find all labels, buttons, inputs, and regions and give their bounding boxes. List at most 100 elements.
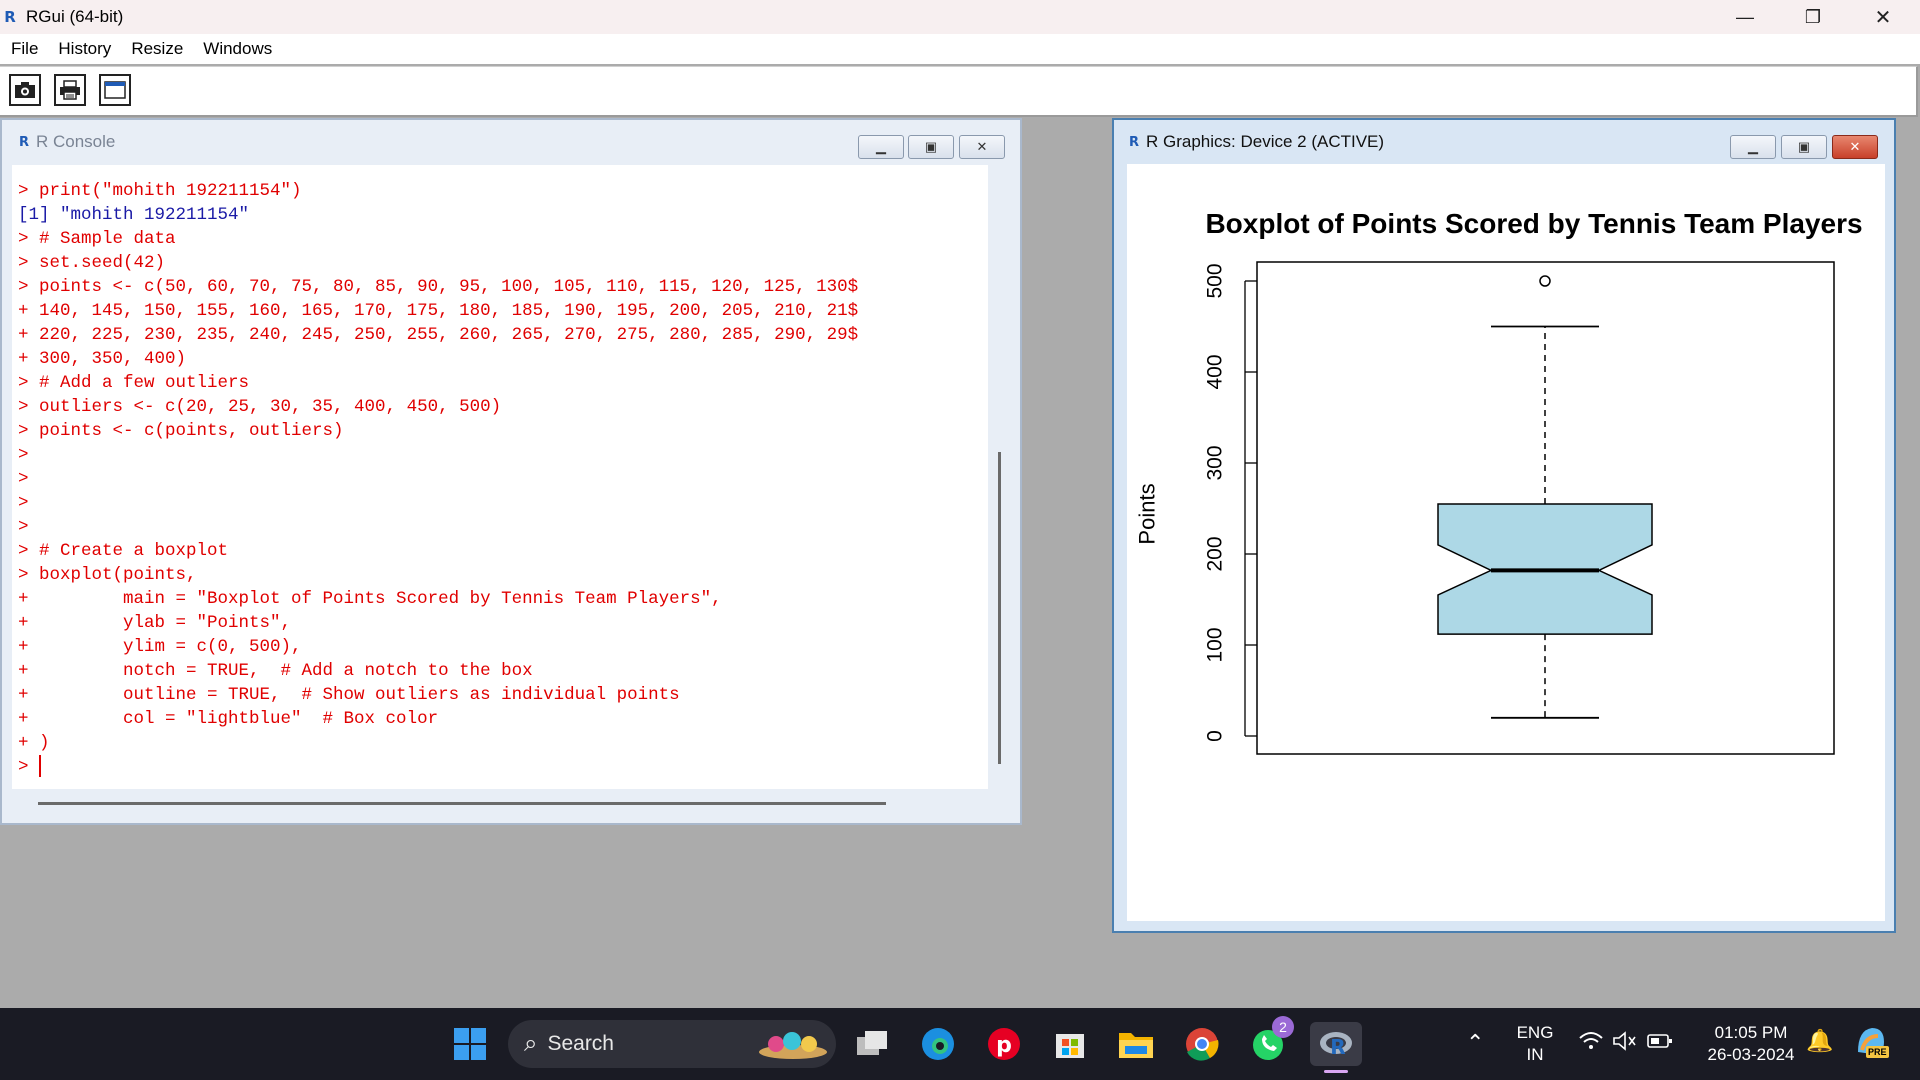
prompt-symbol: > — [18, 757, 40, 777]
graphics-minimize-button[interactable]: ▁ — [1730, 135, 1776, 159]
console-line: > points <- c(50, 60, 70, 75, 80, 85, 90… — [18, 277, 859, 297]
console-line: > boxplot(points, — [18, 565, 197, 585]
console-line: + ) — [18, 733, 50, 753]
console-line: > — [18, 493, 29, 513]
menu-windows[interactable]: Windows — [203, 39, 273, 58]
y-axis-label: Points — [1135, 483, 1160, 544]
console-line: > set.seed(42) — [18, 253, 166, 273]
active-app-indicator — [1324, 1070, 1348, 1073]
console-line: + 140, 145, 150, 155, 160, 165, 170, 175… — [18, 301, 859, 321]
restore-button[interactable]: ❐ — [1804, 6, 1822, 27]
menu-bar: File History Resize Windows — [0, 34, 1920, 64]
notification-icon[interactable]: 🔔 — [1806, 1028, 1834, 1053]
console-line: + col = "lightblue" # Box color — [18, 709, 439, 729]
console-line: > print("mohith 192211154") — [18, 181, 302, 201]
wifi-icon[interactable] — [1578, 1030, 1604, 1057]
chart-title: Boxplot of Points Scored by Tennis Team … — [1205, 208, 1862, 239]
pre-badge: PRE — [1866, 1046, 1889, 1058]
console-vertical-scrollbar[interactable] — [998, 452, 1001, 764]
menu-history[interactable]: History — [58, 39, 112, 58]
console-line: > — [18, 445, 29, 465]
menu-resize[interactable]: Resize — [131, 39, 184, 58]
tray-overflow-icon[interactable]: ⌃ — [1466, 1030, 1485, 1055]
console-line: > # Create a boxplot — [18, 541, 229, 561]
rgui-taskbar-icon[interactable]: R — [1310, 1022, 1362, 1073]
r-logo-icon: R — [4, 8, 16, 26]
r-graphics-title-bar: R R Graphics: Device 2 (ACTIVE) ▁ ▣ ✕ — [1114, 120, 1894, 164]
svg-text:R: R — [1330, 1035, 1345, 1058]
console-line: [1] "mohith 192211154" — [18, 205, 250, 225]
console-line: > outliers <- c(20, 25, 30, 35, 400, 450… — [18, 397, 502, 417]
taskbar: ⌕ Search p 2 R ⌃ ENG IN — [0, 1008, 1920, 1080]
console-line: + main = "Boxplot of Points Scored by Te… — [18, 589, 722, 609]
plot-frame — [1256, 261, 1835, 755]
r-logo-icon: R — [18, 134, 29, 150]
console-line: + 300, 350, 400) — [18, 349, 187, 369]
whatsapp-badge: 2 — [1272, 1016, 1294, 1038]
console-line: + 220, 225, 230, 235, 240, 245, 250, 255… — [18, 325, 859, 345]
task-view-icon[interactable] — [850, 1022, 894, 1066]
app-title: RGui (64-bit) — [26, 7, 124, 26]
console-line: + ylab = "Points", — [18, 613, 292, 633]
windows-start-icon[interactable] — [448, 1022, 492, 1066]
close-button[interactable]: ✕ — [1874, 6, 1892, 29]
y-tick-label: 400 — [1204, 354, 1227, 389]
console-line: > — [18, 469, 29, 489]
y-tick-label: 200 — [1204, 536, 1227, 571]
microsoft-store-icon[interactable] — [1048, 1022, 1092, 1066]
r-graphics-window: R R Graphics: Device 2 (ACTIVE) ▁ ▣ ✕ Bo… — [1112, 118, 1896, 933]
toolbar — [0, 66, 1918, 117]
text-cursor — [39, 755, 42, 778]
chrome-icon[interactable] — [1180, 1022, 1224, 1066]
y-tick-label: 300 — [1204, 445, 1227, 480]
console-horizontal-scrollbar[interactable] — [38, 802, 886, 805]
console-line: + outline = TRUE, # Show outliers as ind… — [18, 685, 680, 705]
language-indicator[interactable]: ENG IN — [1516, 1023, 1554, 1064]
console-line: + ylim = c(0, 500), — [18, 637, 302, 657]
svg-text:p: p — [996, 1033, 1012, 1058]
r-console-title-bar: R R Console ▁ ▣ ✕ — [2, 120, 1020, 164]
whatsapp-icon[interactable]: 2 — [1246, 1016, 1294, 1066]
graphics-close-button[interactable]: ✕ — [1832, 135, 1878, 159]
file-explorer-icon[interactable] — [1114, 1022, 1158, 1066]
y-tick-label: 500 — [1204, 263, 1227, 298]
clock-time: 01:05 PM — [1714, 1023, 1788, 1042]
console-line: > — [18, 517, 29, 537]
printer-icon[interactable] — [54, 74, 86, 106]
graphics-device: Boxplot of Points Scored by Tennis Team … — [1127, 164, 1885, 921]
pinterest-icon[interactable]: p — [982, 1022, 1026, 1066]
boxplot-chart: Boxplot of Points Scored by Tennis Team … — [1135, 208, 1863, 755]
search-highlight-icon — [758, 1028, 828, 1060]
taskbar-search[interactable]: ⌕ Search — [508, 1020, 836, 1068]
console-line: + notch = TRUE, # Add a notch to the box — [18, 661, 533, 681]
r-logo-icon: R — [1128, 134, 1139, 150]
volume-muted-icon[interactable] — [1612, 1030, 1638, 1057]
console-output[interactable]: > print("mohith 192211154") [1] "mohith 1… — [12, 165, 988, 789]
battery-icon[interactable] — [1646, 1030, 1674, 1057]
console-line: > # Sample data — [18, 229, 176, 249]
minimize-button[interactable]: — — [1736, 6, 1754, 27]
console-maximize-button[interactable]: ▣ — [908, 135, 954, 159]
y-tick-label: 100 — [1204, 627, 1227, 662]
menu-file[interactable]: File — [11, 39, 39, 58]
console-close-button[interactable]: ✕ — [959, 135, 1005, 159]
search-icon: ⌕ — [524, 1030, 538, 1057]
window-icon[interactable] — [99, 74, 131, 106]
r-console-window: R R Console ▁ ▣ ✕ > print("mohith 192211… — [0, 118, 1022, 825]
console-line: > points <- c(points, outliers) — [18, 421, 344, 441]
r-console-title: R Console — [36, 132, 116, 151]
r-graphics-title: R Graphics: Device 2 (ACTIVE) — [1146, 132, 1385, 151]
clock[interactable]: 01:05 PM 26-03-2024 — [1690, 1022, 1812, 1066]
outlier-point — [1539, 275, 1551, 287]
search-label: Search — [547, 1032, 614, 1055]
camera-icon[interactable] — [9, 74, 41, 106]
edge-icon[interactable] — [916, 1022, 960, 1066]
console-line: > # Add a few outliers — [18, 373, 250, 393]
y-tick-label: 0 — [1204, 730, 1227, 742]
app-title-bar: R RGui (64-bit) — ❐ ✕ — [0, 0, 1920, 34]
console-minimize-button[interactable]: ▁ — [858, 135, 904, 159]
clock-date: 26-03-2024 — [1707, 1045, 1795, 1064]
console-prompt[interactable]: > — [18, 755, 988, 779]
graphics-maximize-button[interactable]: ▣ — [1781, 135, 1827, 159]
copilot-icon[interactable]: PRE — [1852, 1022, 1890, 1065]
